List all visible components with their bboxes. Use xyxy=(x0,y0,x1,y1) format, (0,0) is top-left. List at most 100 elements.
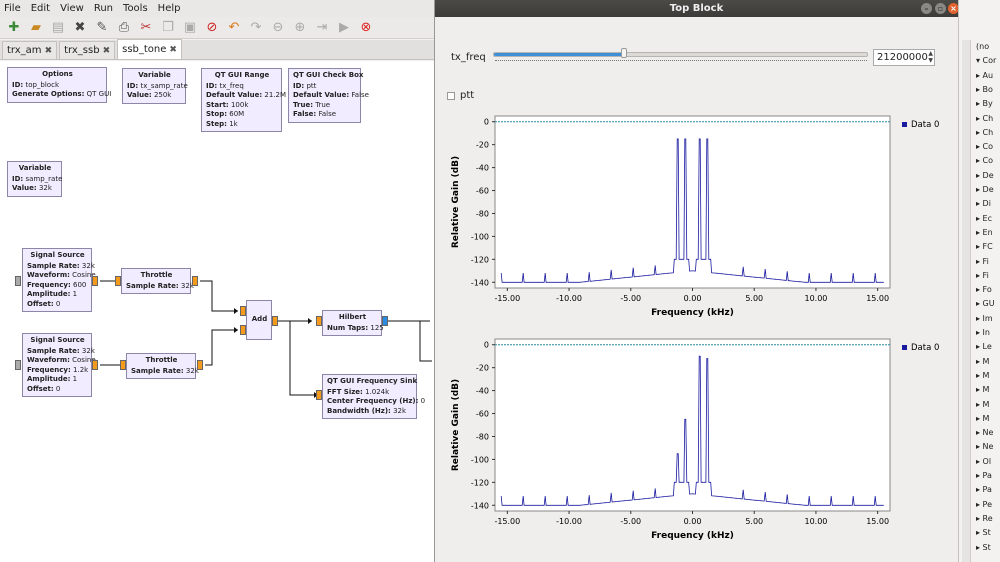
library-category-item[interactable]: ▸ In xyxy=(976,328,990,337)
input-port[interactable] xyxy=(240,306,246,316)
input-port[interactable] xyxy=(15,276,21,286)
library-category-item[interactable]: ▸ De xyxy=(976,185,994,194)
library-category-item[interactable]: ▸ St xyxy=(976,528,991,538)
save-icon[interactable]: ▤ xyxy=(51,19,65,35)
ptt-checkbox[interactable]: ptt xyxy=(447,90,474,101)
bypass-icon[interactable]: ⇥ xyxy=(316,19,328,35)
frequency-plot-1[interactable]: 0 -20 -40 -60 -80 -100 -120 -140 -15.00 -10.00 -5.… xyxy=(435,108,959,323)
library-category-item[interactable]: ▸ Ne xyxy=(976,442,994,452)
input-port[interactable] xyxy=(15,360,21,370)
signal-source-block-1[interactable]: Signal Source Sample Rate: 32k Waveform:… xyxy=(22,248,96,312)
options-block[interactable]: Options ID: top_block Generate Options: … xyxy=(7,67,111,103)
menu-help[interactable]: Help xyxy=(157,3,181,14)
maximize-icon[interactable]: ▫ xyxy=(935,3,946,14)
library-category-item[interactable]: ▸ Au xyxy=(976,70,994,80)
library-category-item[interactable]: ▸ GU xyxy=(976,299,995,309)
throttle-block-2[interactable]: Throttle Sample Rate: 32k xyxy=(126,353,199,379)
menu-tools[interactable]: Tools xyxy=(123,3,148,14)
edit-icon[interactable]: ✎ xyxy=(96,19,108,35)
menu-view[interactable]: View xyxy=(60,3,84,14)
library-category-item[interactable]: ▸ Le xyxy=(976,342,992,352)
throttle-block-1[interactable]: Throttle Sample Rate: 32k xyxy=(121,268,194,294)
library-category-item[interactable]: ▾ Cor xyxy=(976,56,997,66)
library-category-item[interactable]: ▸ Ch xyxy=(976,113,994,123)
checkbox-box[interactable] xyxy=(447,91,455,100)
disable-icon[interactable]: ⊖ xyxy=(272,19,284,35)
variable-block-samp-rate[interactable]: Variable ID: samp_rate Value: 32k xyxy=(7,161,62,197)
library-category-item[interactable]: ▸ Pa xyxy=(976,471,992,480)
library-category-item[interactable]: ▸ Fo xyxy=(976,285,992,295)
output-port[interactable] xyxy=(92,276,98,286)
library-category-item[interactable]: ▸ Co xyxy=(976,142,994,152)
stop-icon[interactable]: ⊗ xyxy=(360,19,372,35)
tab-trx-ssb[interactable]: trx_ssb ✖ xyxy=(59,41,116,59)
menu-run[interactable]: Run xyxy=(93,3,114,14)
close-tab-icon[interactable]: ✖ xyxy=(102,45,111,56)
frequency-plot-2[interactable]: 0 -20 -40 -60 -80 -100 -120 -140 -15.00 -10.00 -5.… xyxy=(435,331,959,546)
library-category-item[interactable]: ▸ Ne xyxy=(976,428,994,438)
qt-gui-frequency-sink-block[interactable]: QT GUI Frequency Sink FFT Size: 1.024k C… xyxy=(322,374,425,419)
qt-gui-range-block[interactable]: QT GUI Range ID: tx_freq Default Value: … xyxy=(201,68,286,132)
tab-ssb-tone[interactable]: ssb_tone ✖ xyxy=(117,39,182,59)
minimize-icon[interactable]: – xyxy=(921,3,932,14)
output-port[interactable] xyxy=(197,360,203,370)
output-port[interactable] xyxy=(382,316,388,326)
library-category-item[interactable]: ▸ Co xyxy=(976,156,994,166)
copy-icon[interactable]: ❐ xyxy=(162,19,174,35)
library-category-item[interactable]: ▸ M xyxy=(976,370,990,380)
input-port[interactable] xyxy=(120,360,126,370)
input-port[interactable] xyxy=(115,276,121,286)
menu-file[interactable]: File xyxy=(4,3,21,14)
tx-freq-spinbox[interactable]: 21200000 ▲ ▼ xyxy=(873,49,935,66)
tx-freq-slider[interactable] xyxy=(493,52,868,57)
library-category-item[interactable]: ▸ Fi xyxy=(976,256,989,266)
enable-icon[interactable]: ⊕ xyxy=(294,19,306,35)
hilbert-block[interactable]: Hilbert Num Taps: 125 xyxy=(322,310,384,336)
library-category-item[interactable]: ▸ M xyxy=(976,356,990,366)
library-category-item[interactable]: ▸ M xyxy=(976,385,990,395)
cut-icon[interactable]: ✂ xyxy=(140,19,152,35)
menu-edit[interactable]: Edit xyxy=(30,3,51,14)
library-category-item[interactable]: ▸ Di xyxy=(976,199,991,209)
signal-source-block-2[interactable]: Signal Source Sample Rate: 32k Waveform:… xyxy=(22,333,96,397)
library-category-item[interactable]: ▸ Pa xyxy=(976,485,992,495)
flowgraph-canvas[interactable]: Options ID: top_block Generate Options: … xyxy=(0,61,435,562)
library-category-item[interactable]: ▸ Bo xyxy=(976,84,993,94)
output-port[interactable] xyxy=(272,316,278,326)
close-icon[interactable]: × xyxy=(948,3,959,14)
run-icon[interactable]: ▶ xyxy=(339,19,349,35)
close-tab-icon[interactable]: ✖ xyxy=(169,44,177,55)
close-icon[interactable]: ✖ xyxy=(74,19,86,35)
library-category-item[interactable]: ▸ Ec xyxy=(976,213,993,223)
library-category-item[interactable]: ▸ FC xyxy=(976,242,993,252)
library-category-item[interactable]: ▸ Re xyxy=(976,513,993,523)
library-category-item[interactable]: ▸ En xyxy=(976,227,993,237)
library-category-item[interactable]: ▸ M xyxy=(976,399,990,409)
output-port[interactable] xyxy=(192,276,198,286)
library-category-item[interactable]: ▸ De xyxy=(976,170,994,180)
new-icon[interactable]: ✚ xyxy=(8,19,20,35)
library-category-item[interactable]: ▸ M xyxy=(976,413,990,423)
slider-handle[interactable] xyxy=(621,48,628,58)
redo-icon[interactable]: ↷ xyxy=(250,19,262,35)
qt-gui-check-box-block[interactable]: QT GUI Check Box ID: ptt Default Value: … xyxy=(288,68,369,123)
library-category-item[interactable]: ▸ Pe xyxy=(976,499,993,509)
paste-icon[interactable]: ▣ xyxy=(183,19,197,35)
library-category-item[interactable]: ▸ Im xyxy=(976,313,993,323)
vertical-scrollbar[interactable] xyxy=(962,40,971,562)
library-category-item[interactable]: (no xyxy=(976,42,990,51)
library-category-item[interactable]: ▸ By xyxy=(976,99,993,109)
input-port[interactable] xyxy=(316,316,322,326)
undo-icon[interactable]: ↶ xyxy=(228,19,240,35)
add-block[interactable]: Add xyxy=(246,300,272,340)
spin-arrows-icon[interactable]: ▲ ▼ xyxy=(928,50,933,64)
input-port[interactable] xyxy=(240,325,246,335)
print-icon[interactable]: ⎙ xyxy=(118,19,130,35)
delete-icon[interactable]: ⊘ xyxy=(206,19,218,35)
open-icon[interactable]: ▰ xyxy=(31,19,41,35)
variable-block-tx-samp-rate[interactable]: Variable ID: tx_samp_rate Value: 250k xyxy=(122,68,188,104)
input-port[interactable] xyxy=(316,390,322,400)
library-category-item[interactable]: ▸ St xyxy=(976,542,991,552)
library-category-item[interactable]: ▸ Ol xyxy=(976,456,992,466)
library-category-item[interactable]: ▸ Ch xyxy=(976,127,994,137)
